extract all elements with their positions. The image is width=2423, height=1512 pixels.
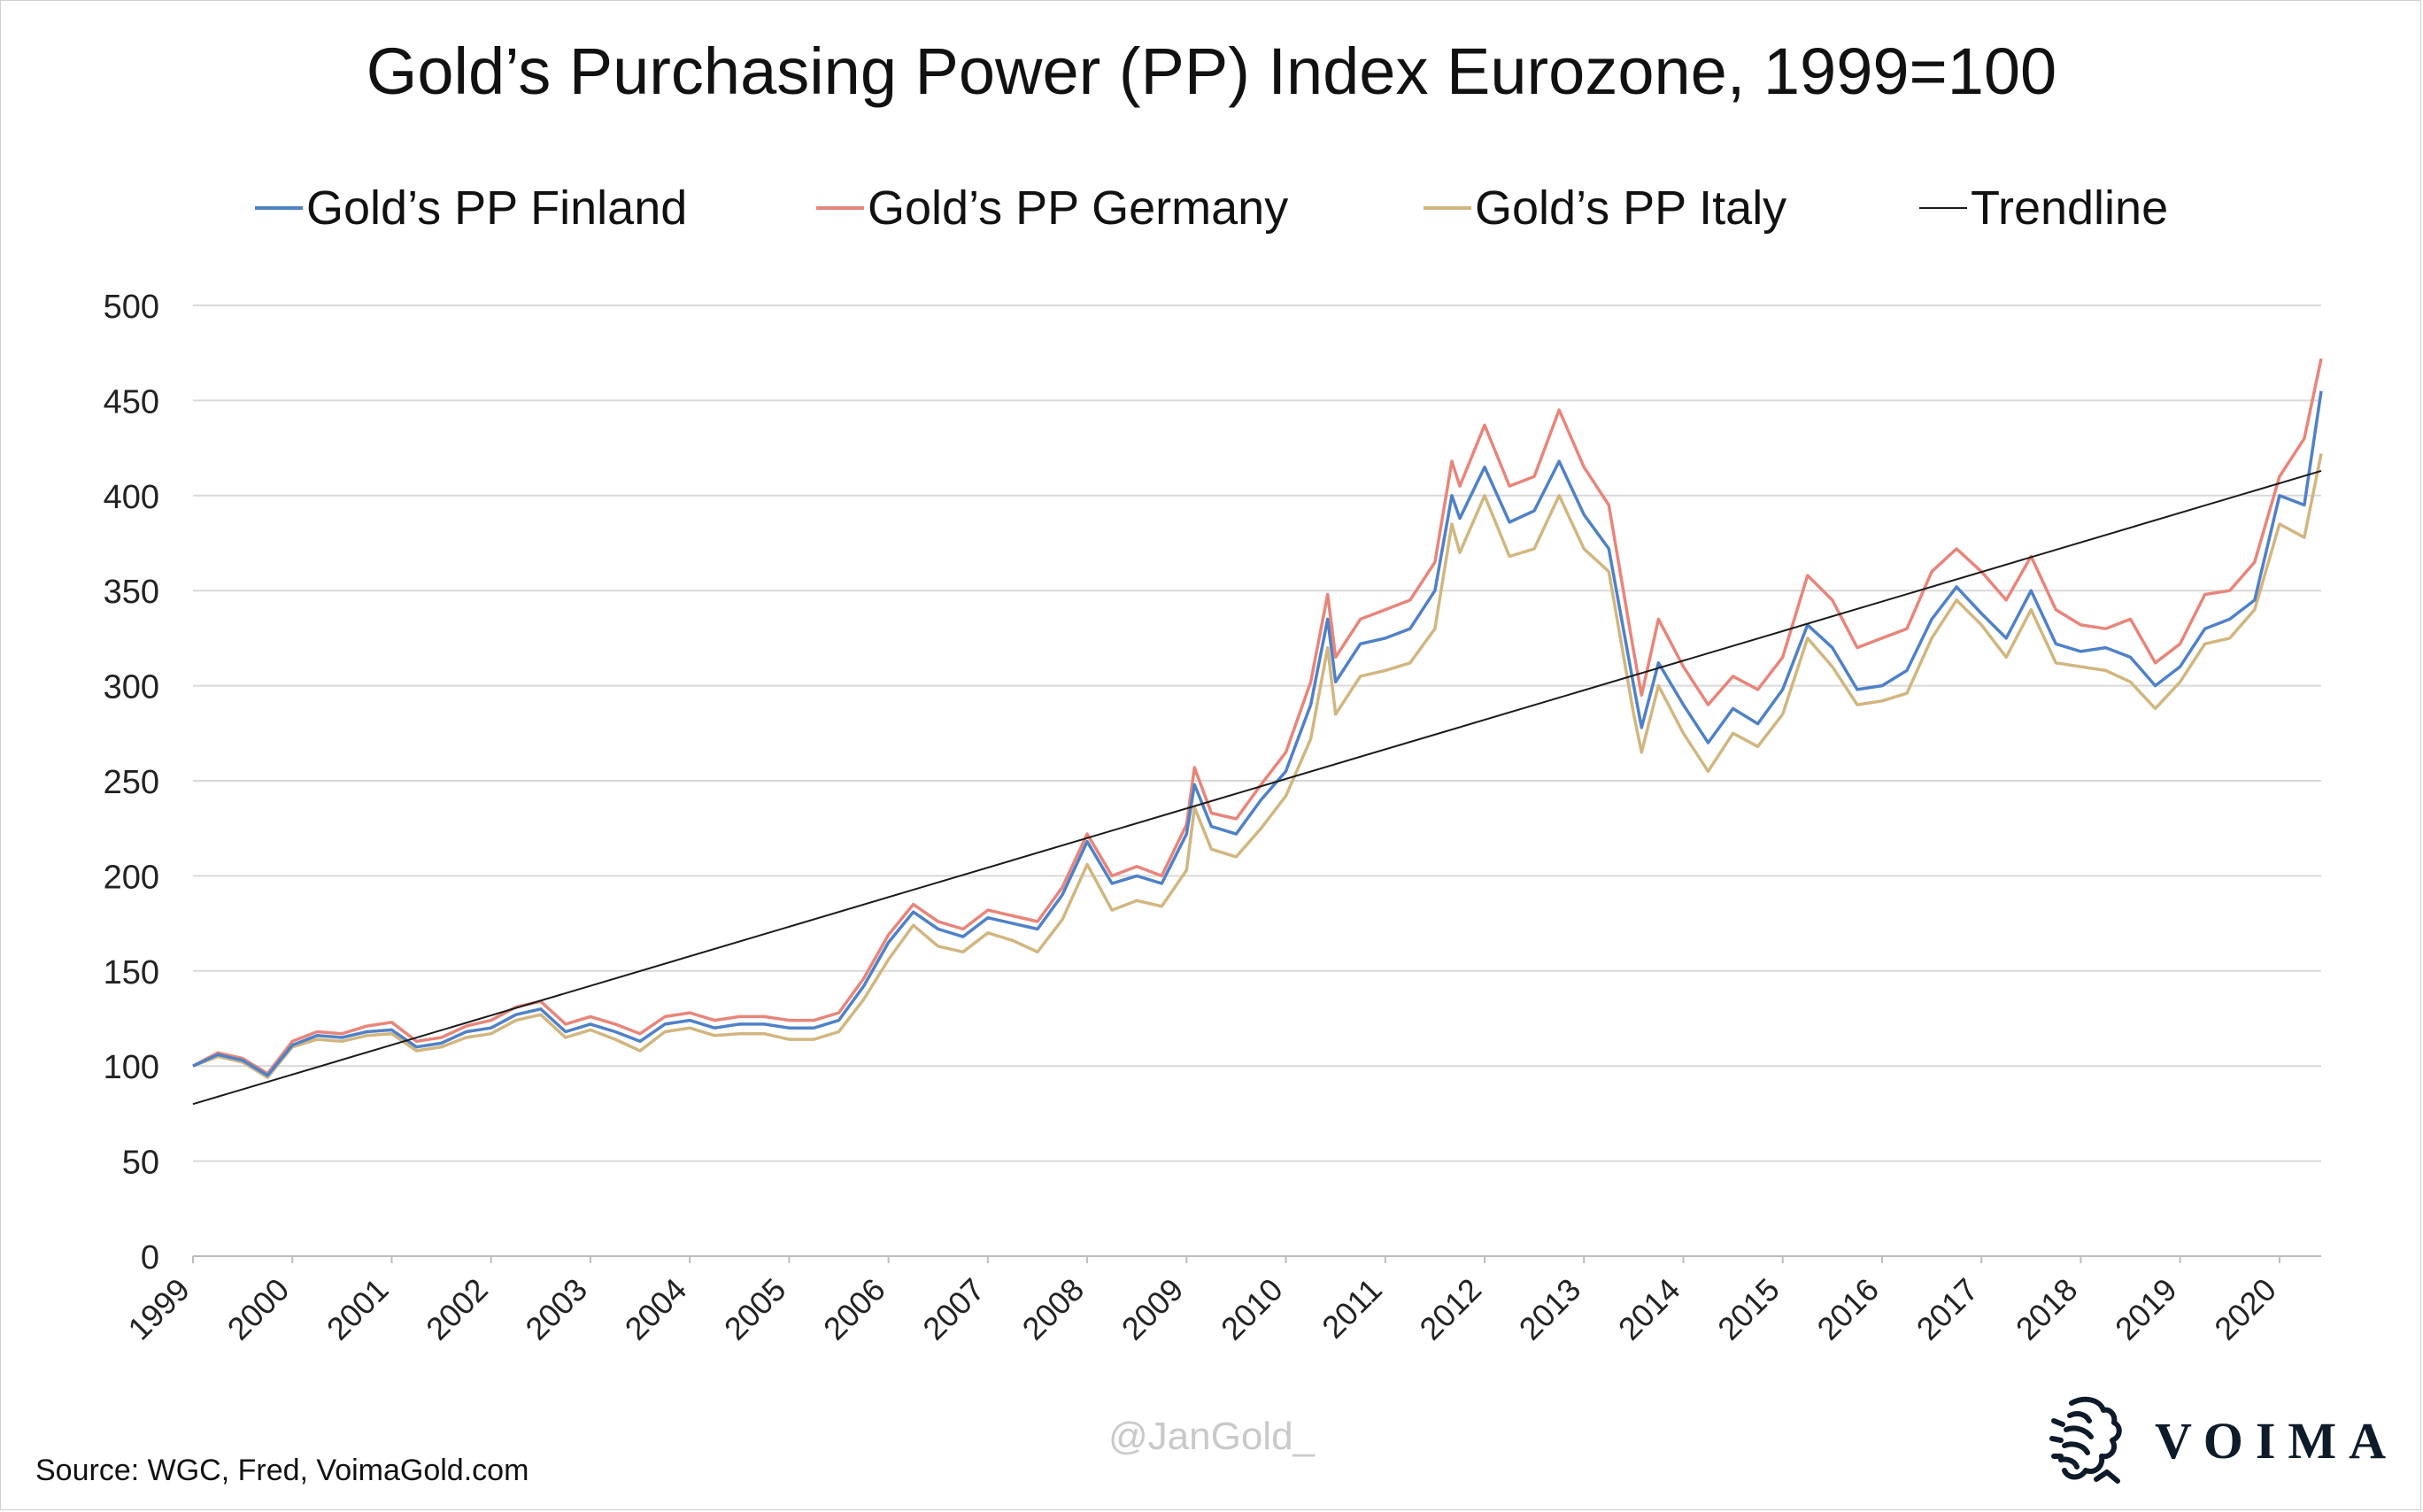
x-tick-label: 2004: [618, 1271, 694, 1347]
y-tick-label: 50: [122, 1145, 159, 1182]
x-tick-label: 1999: [120, 1271, 197, 1347]
y-tick-label: 200: [104, 859, 159, 896]
source-note: Source: WGC, Fred, VoimaGold.com: [35, 1454, 529, 1487]
x-tick-label: 2014: [1611, 1271, 1687, 1347]
y-tick-label: 250: [104, 764, 159, 801]
y-tick-label: 500: [104, 289, 159, 326]
chart-title: Gold’s Purchasing Power (PP) Index Euroz…: [366, 35, 2057, 108]
y-tick-label: 450: [104, 383, 159, 420]
voima-lion-crest-icon: [2049, 1396, 2122, 1484]
legend-label: Gold’s PP Germany: [868, 181, 1289, 235]
x-tick-label: 2001: [320, 1271, 396, 1347]
x-tick-label: 2005: [717, 1271, 793, 1347]
watermark: @JanGold_: [1107, 1415, 1316, 1458]
x-tick-label: 2003: [518, 1271, 594, 1347]
brand-logo: VOIMA: [2045, 1392, 2398, 1489]
y-tick-label: 100: [104, 1049, 159, 1086]
legend-item: Gold’s PP Italy: [1424, 173, 1786, 243]
legend: Gold’s PP Finland Gold’s PP Germany Gold’s…: [0, 173, 2423, 243]
legend-swatch: [255, 206, 303, 210]
x-tick-label: 2008: [1015, 1271, 1092, 1347]
legend-item: Gold’s PP Germany: [816, 173, 1288, 243]
y-tick-label: 150: [104, 954, 159, 991]
x-tick-label: 2009: [1115, 1271, 1191, 1347]
legend-swatch: [1424, 206, 1471, 210]
x-tick-label: 2010: [1214, 1271, 1290, 1347]
legend-item: Trendline: [1919, 173, 2168, 243]
series-line-gold-s-pp-italy: [192, 453, 2323, 1079]
x-tick-label: 2000: [220, 1271, 297, 1347]
series-line-gold-s-pp-finland: [192, 390, 2323, 1077]
x-tick-label: 2017: [1910, 1271, 1986, 1347]
x-tick-label: 2011: [1315, 1271, 1389, 1346]
legend-label: Trendline: [1971, 181, 2169, 235]
brand-name: VOIMA: [2155, 1411, 2399, 1470]
x-tick-label: 2007: [915, 1271, 992, 1347]
x-tick-label: 2015: [1710, 1271, 1786, 1347]
y-tick-label: 350: [104, 574, 159, 611]
legend-swatch: [816, 206, 864, 210]
legend-swatch: [1919, 207, 1967, 209]
y-tick-label: 300: [104, 669, 159, 706]
y-tick-label: 400: [104, 479, 159, 516]
x-tick-label: 2018: [2009, 1271, 2085, 1347]
x-tick-label: 2013: [1512, 1271, 1588, 1347]
series-line-gold-s-pp-germany: [192, 358, 2323, 1076]
legend-label: Gold’s PP Finland: [306, 181, 688, 235]
legend-item: Gold’s PP Finland: [255, 173, 687, 243]
x-tick-label: 2016: [1810, 1271, 1886, 1347]
series-line-trendline: [192, 469, 2322, 1106]
legend-label: Gold’s PP Italy: [1475, 181, 1787, 235]
x-tick-label: 2012: [1412, 1271, 1488, 1347]
x-tick-label: 2002: [419, 1271, 495, 1347]
x-tick-label: 2020: [2207, 1271, 2283, 1347]
x-tick-label: 2019: [2108, 1271, 2184, 1347]
y-tick-label: 0: [141, 1239, 159, 1277]
x-tick-label: 2006: [816, 1271, 892, 1347]
